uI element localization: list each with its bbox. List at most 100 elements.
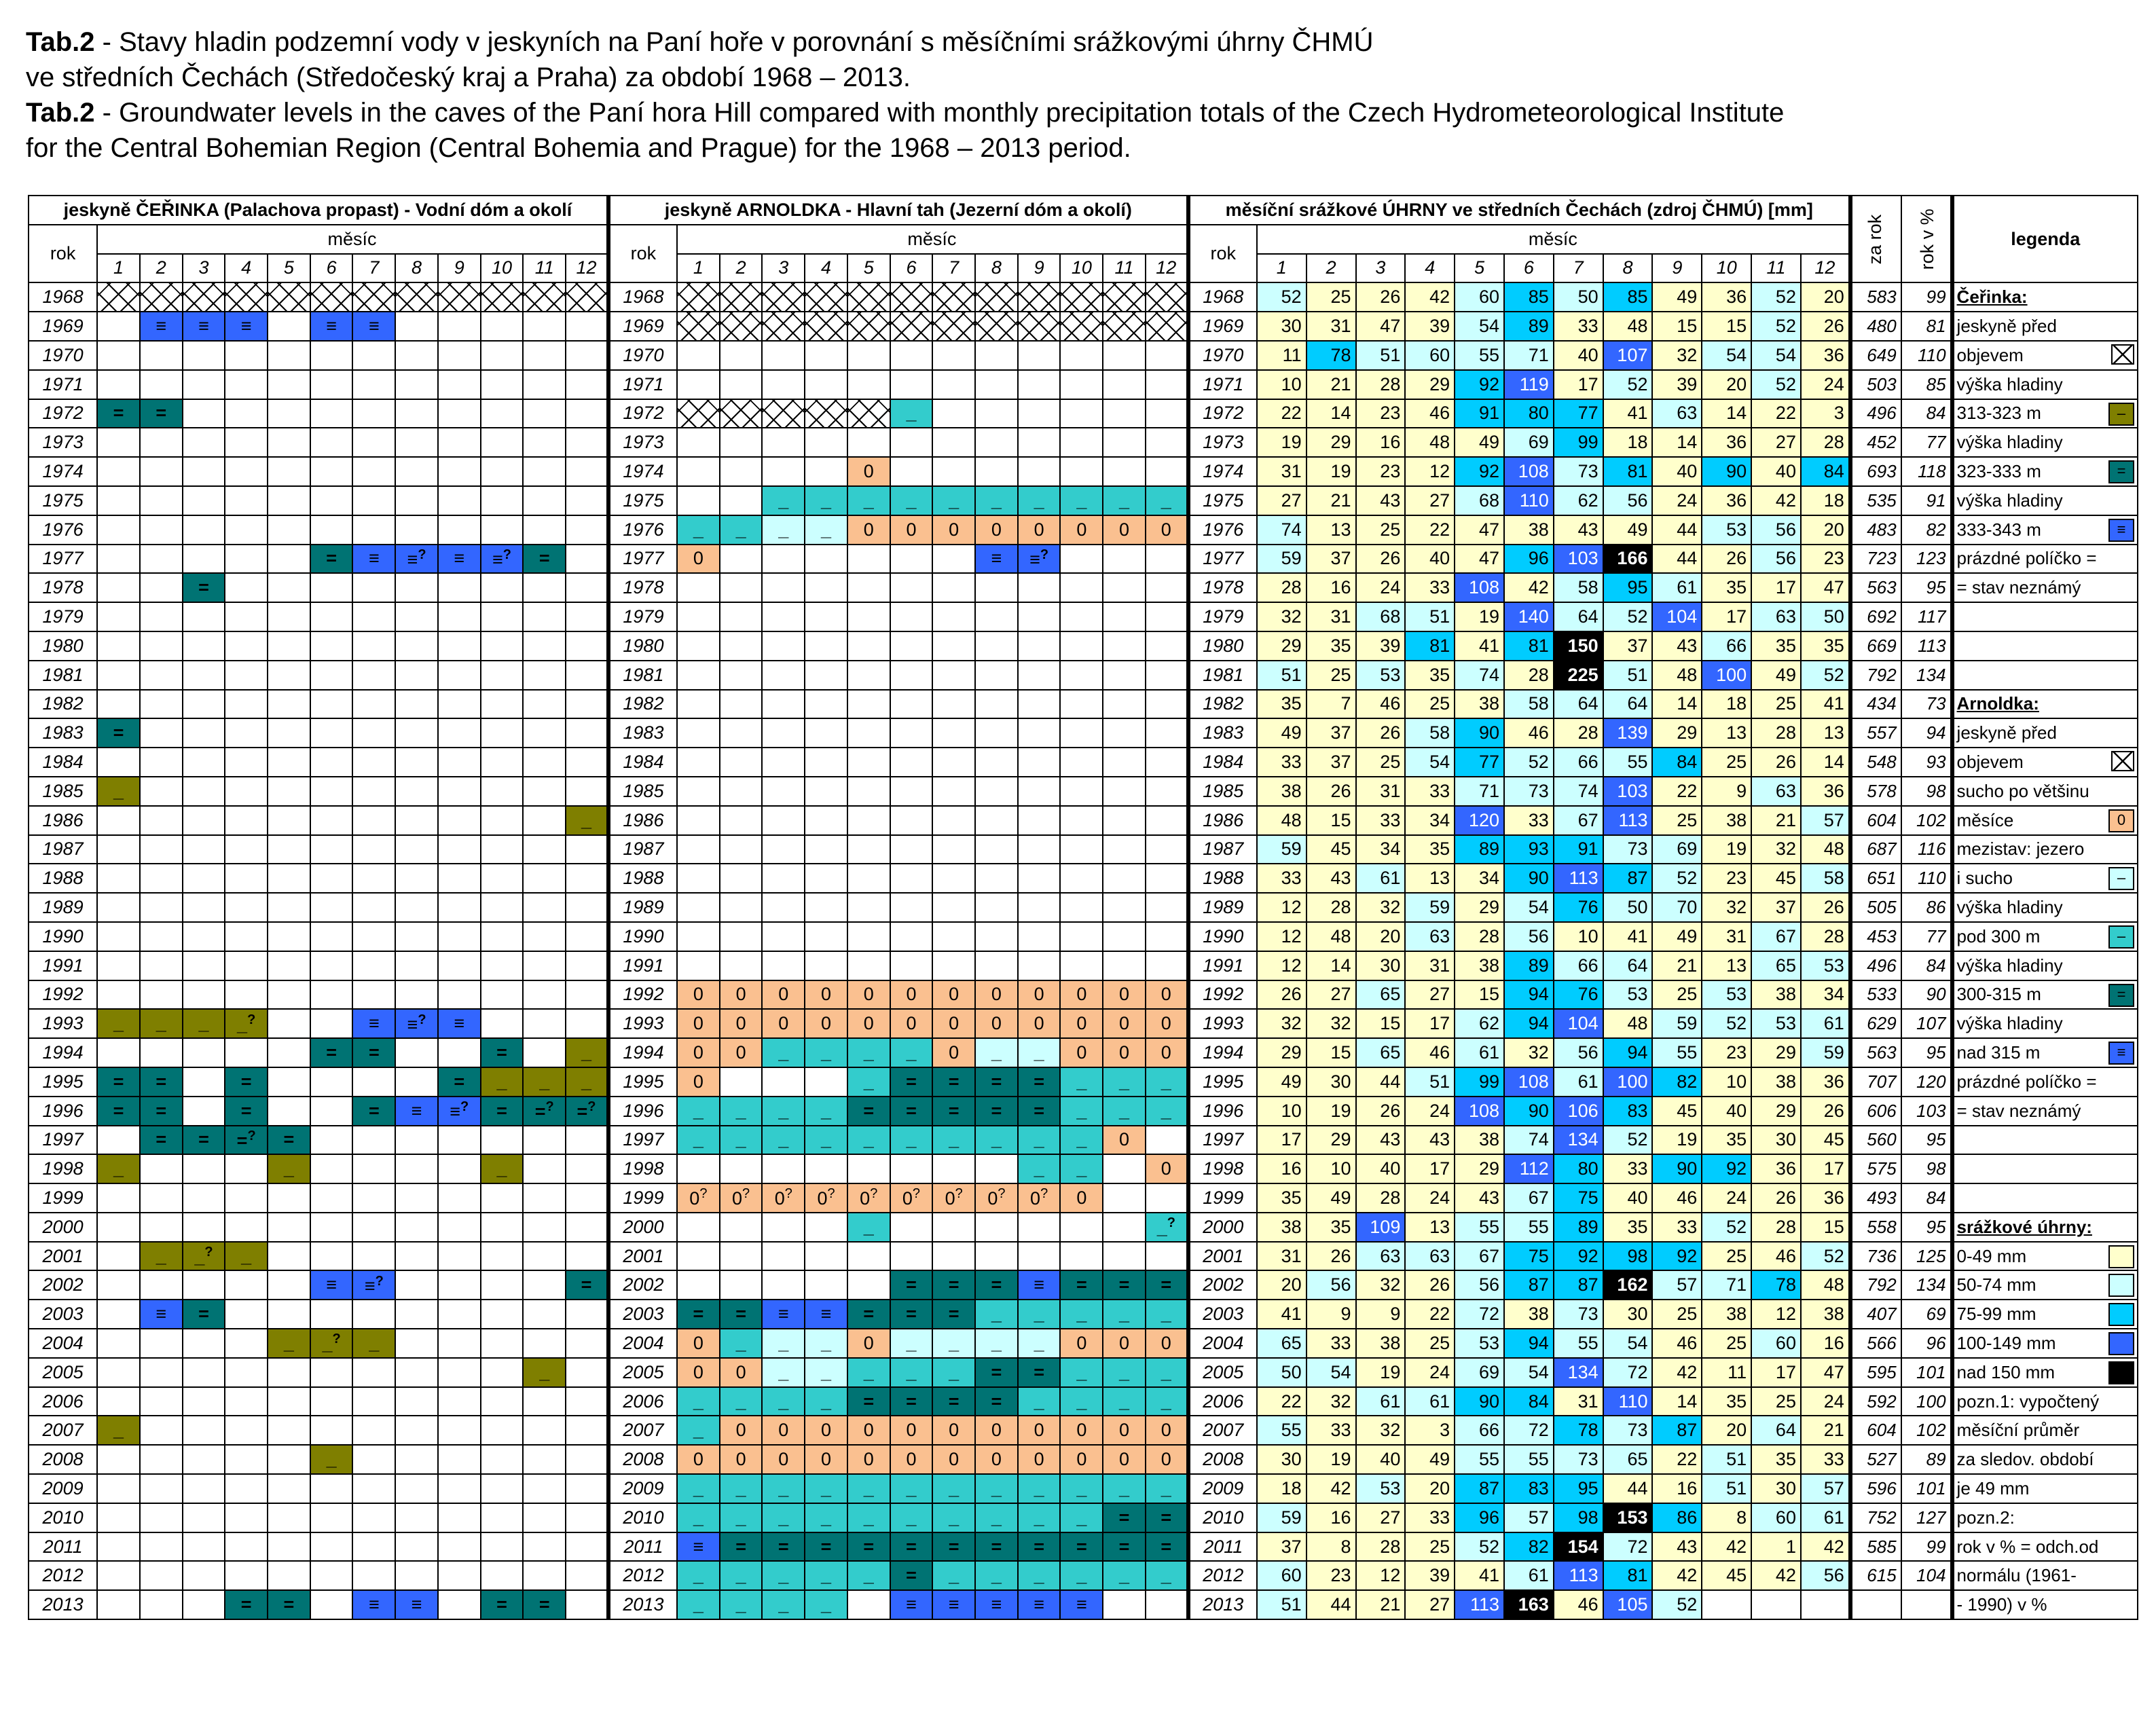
precip-cell: 33	[1602, 1154, 1653, 1185]
precip-cell: 59	[1651, 1008, 1703, 1040]
arnoldka-cell: _	[761, 1095, 806, 1126]
arnoldka-cell: =	[974, 1066, 1019, 1097]
cerinka-cell: _	[565, 805, 610, 836]
legend-item: srážkové úhrny:	[1951, 1211, 2139, 1243]
arnoldka-cell	[1102, 543, 1146, 574]
cerinka-cell	[224, 1211, 269, 1243]
arnoldka-cell	[1102, 659, 1146, 691]
precip-cell: 45	[1701, 1560, 1753, 1592]
arnoldka-cell: _	[889, 1357, 934, 1388]
precip-cell: 35	[1404, 659, 1456, 691]
year-label: 1976	[607, 514, 678, 545]
year-label: 1985	[27, 775, 98, 807]
cerinka-cell	[479, 775, 524, 807]
cerinka-cell	[565, 514, 610, 545]
precip-cell: 154	[1552, 1531, 1604, 1562]
table-row: 1984 1984 1984 33 37 25 54 77 52 66 55 84 25 26 14 548 9…	[27, 747, 2139, 777]
precip-cell: 25	[1701, 1328, 1753, 1359]
arnoldka-cell: 0	[761, 1008, 806, 1040]
cerinka-cell	[96, 1124, 141, 1156]
precip-cell: 89	[1503, 311, 1554, 342]
arnoldka-cell: _	[1102, 1095, 1146, 1126]
precip-cell: 61	[1799, 1502, 1852, 1533]
cerinka-cell	[224, 1531, 269, 1562]
precip-cell: 17	[1552, 369, 1604, 400]
cerinka-cell	[522, 718, 567, 749]
cerinka-cell	[224, 1386, 269, 1417]
arnoldka-cell: 0	[676, 543, 720, 574]
arnoldka-cell	[1102, 805, 1146, 836]
arnoldka-cell: _	[676, 514, 720, 545]
arnoldka-cell: _	[974, 485, 1019, 516]
arnoldka-cell	[804, 1240, 848, 1272]
cerinka-cell	[565, 950, 610, 981]
cerinka-cell	[437, 514, 481, 545]
year-label: 2012	[607, 1560, 678, 1592]
precip-cell: 56	[1503, 921, 1554, 952]
cerinka-cell	[437, 892, 481, 923]
precip-cell: 39	[1404, 311, 1456, 342]
year-percent: 96	[1900, 1328, 1954, 1359]
cerinka-cell	[479, 1183, 524, 1213]
arnoldka-cell	[1059, 950, 1104, 981]
precip-cell: 56	[1799, 1560, 1852, 1592]
precip-cell: 24	[1404, 1357, 1456, 1388]
cerinka-cell: _	[139, 1008, 183, 1040]
arnoldka-cell: 0	[889, 1415, 934, 1446]
year-label: 2013	[27, 1589, 98, 1621]
arnoldka-cell	[718, 1066, 763, 1097]
legend-item: - 1990) v %	[1951, 1589, 2139, 1621]
arnoldka-cell	[804, 688, 848, 720]
arnoldka-cell: _	[974, 1560, 1019, 1592]
precip-cell: 44	[1355, 1066, 1406, 1097]
arnoldka-cell: _	[974, 1328, 1019, 1359]
precip-cell: 55	[1552, 1328, 1604, 1359]
year-label: 1988	[1187, 863, 1258, 894]
cerinka-cell	[479, 311, 524, 342]
arnoldka-cell	[804, 602, 848, 632]
arnoldka-cell	[846, 1270, 891, 1301]
precip-cell: 38	[1256, 775, 1307, 807]
cerinka-cell	[309, 1095, 354, 1126]
arnoldka-cell	[1144, 427, 1190, 458]
year-label: 1977	[607, 543, 678, 574]
year-total: 752	[1849, 1502, 1902, 1533]
arnoldka-cell	[676, 659, 720, 691]
arnoldka-cell: _	[1059, 1095, 1104, 1126]
precip-cell: 54	[1454, 311, 1505, 342]
precip-cell: 39	[1404, 1560, 1456, 1592]
precip-cell: 61	[1404, 1386, 1456, 1417]
cerinka-cell	[96, 1270, 141, 1301]
cerinka-cell	[224, 1154, 269, 1185]
arnoldka-cell: 0	[932, 1444, 976, 1475]
cerinka-cell	[352, 863, 397, 894]
arnoldka-cell	[1059, 427, 1104, 458]
arnoldka-cell: _	[932, 1473, 976, 1504]
year-label: 1991	[607, 950, 678, 981]
arnoldka-cell	[676, 950, 720, 981]
arnoldka-cell: =	[889, 1066, 934, 1097]
cerinka-cell	[181, 456, 226, 487]
year-label: 1989	[27, 892, 98, 923]
arnoldka-cell	[974, 1154, 1019, 1185]
legend-item: pod 300 m –	[1951, 921, 2139, 952]
precip-cell: 28	[1751, 718, 1802, 749]
table-row: 2000 2000 _ _? 2000 38 35 109 13 55 55 89 35 33 52 28 15…	[27, 1211, 2139, 1243]
cerinka-cell	[522, 950, 567, 981]
precip-cell: 166	[1602, 543, 1653, 574]
precip-cell: 12	[1751, 1299, 1802, 1330]
cerinka-cell	[181, 1095, 226, 1126]
precip-cell: 52	[1256, 282, 1307, 313]
cerinka-cell	[96, 1502, 141, 1533]
precip-cell: 33	[1552, 311, 1604, 342]
cerinka-cell	[352, 485, 397, 516]
year-label: 1992	[27, 979, 98, 1010]
arnoldka-cell	[676, 718, 720, 749]
cerinka-cell	[267, 282, 311, 313]
precip-cell: 51	[1404, 602, 1456, 632]
arnoldka-cell: 0?	[718, 1183, 763, 1213]
year-total: 503	[1849, 369, 1902, 400]
precip-cell: 21	[1305, 485, 1357, 516]
arnoldka-cell	[1102, 718, 1146, 749]
table-row: 1986 _ 1986 1986 48 15 33 34 120 33 67 113 25 38 21 57 6…	[27, 805, 2139, 836]
